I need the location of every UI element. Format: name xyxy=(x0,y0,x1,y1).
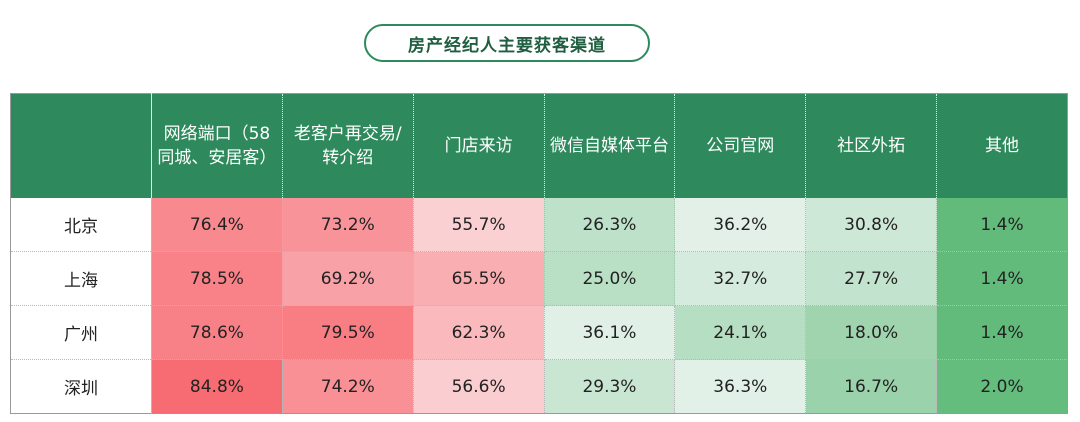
heatmap-cell: 32.7% xyxy=(674,251,807,306)
heatmap-cell: 73.2% xyxy=(282,198,414,252)
heatmap-cell: 24.1% xyxy=(674,305,807,360)
heatmap-cell: 84.8% xyxy=(151,359,283,414)
table-row: 北京 76.4% 73.2% 55.7% 26.3% 36.2% 30.8% 1.4% xyxy=(10,198,1068,252)
heatmap-cell: 69.2% xyxy=(282,251,414,306)
heatmap-body: 北京 76.4% 73.2% 55.7% 26.3% 36.2% 30.8% 1.4% 上海 78… xyxy=(10,198,1068,414)
table-row: 广州 78.6% 79.5% 62.3% 36.1% 24.1% 18.0% 1.4% xyxy=(10,305,1068,360)
heatmap-cell: 79.5% xyxy=(282,305,414,360)
heatmap-cell: 76.4% xyxy=(151,198,283,252)
heatmap-cell: 2.0% xyxy=(936,359,1068,414)
heatmap-cell: 30.8% xyxy=(805,198,938,252)
column-header: 微信自媒体平台 xyxy=(544,93,676,198)
heatmap-cell: 25.0% xyxy=(544,251,676,306)
column-header: 社区外拓 xyxy=(805,93,938,198)
heatmap-cell: 55.7% xyxy=(413,198,545,252)
table-row: 深圳 84.8% 74.2% 56.6% 29.3% 36.3% 16.7% 2.0% xyxy=(10,359,1068,414)
chart-title: 房产经纪人主要获客渠道 xyxy=(364,24,650,62)
heatmap-cell: 16.7% xyxy=(805,359,938,414)
heatmap-cell: 27.7% xyxy=(805,251,938,306)
row-label: 广州 xyxy=(10,305,152,360)
heatmap-cell: 62.3% xyxy=(413,305,545,360)
header-row: 网络端口（58同城、安居客） 老客户再交易/转介绍 门店来访 微信自媒体平台 公… xyxy=(10,93,1068,198)
column-header: 网络端口（58同城、安居客） xyxy=(151,93,283,198)
heatmap-cell: 18.0% xyxy=(805,305,938,360)
column-header: 门店来访 xyxy=(413,93,545,198)
row-label: 深圳 xyxy=(10,359,152,414)
heatmap-cell: 56.6% xyxy=(413,359,545,414)
heatmap-table: 网络端口（58同城、安居客） 老客户再交易/转介绍 门店来访 微信自媒体平台 公… xyxy=(10,93,1068,414)
heatmap-cell: 1.4% xyxy=(936,198,1068,252)
heatmap-cell: 1.4% xyxy=(936,251,1068,306)
column-header: 其他 xyxy=(936,93,1068,198)
heatmap-cell: 65.5% xyxy=(413,251,545,306)
heatmap-cell: 36.3% xyxy=(674,359,807,414)
column-header: 老客户再交易/转介绍 xyxy=(282,93,414,198)
heatmap-cell: 29.3% xyxy=(544,359,676,414)
row-label: 北京 xyxy=(10,198,152,252)
heatmap-cell: 26.3% xyxy=(544,198,676,252)
heatmap-cell: 36.1% xyxy=(544,305,676,360)
table-row: 上海 78.5% 69.2% 65.5% 25.0% 32.7% 27.7% 1.4% xyxy=(10,251,1068,306)
heatmap-cell: 78.5% xyxy=(151,251,283,306)
row-label: 上海 xyxy=(10,251,152,306)
heatmap-cell: 1.4% xyxy=(936,305,1068,360)
heatmap-cell: 74.2% xyxy=(282,359,414,414)
heatmap-cell: 36.2% xyxy=(674,198,807,252)
heatmap-cell: 78.6% xyxy=(151,305,283,360)
corner-header-cell xyxy=(10,93,152,198)
column-header: 公司官网 xyxy=(674,93,807,198)
